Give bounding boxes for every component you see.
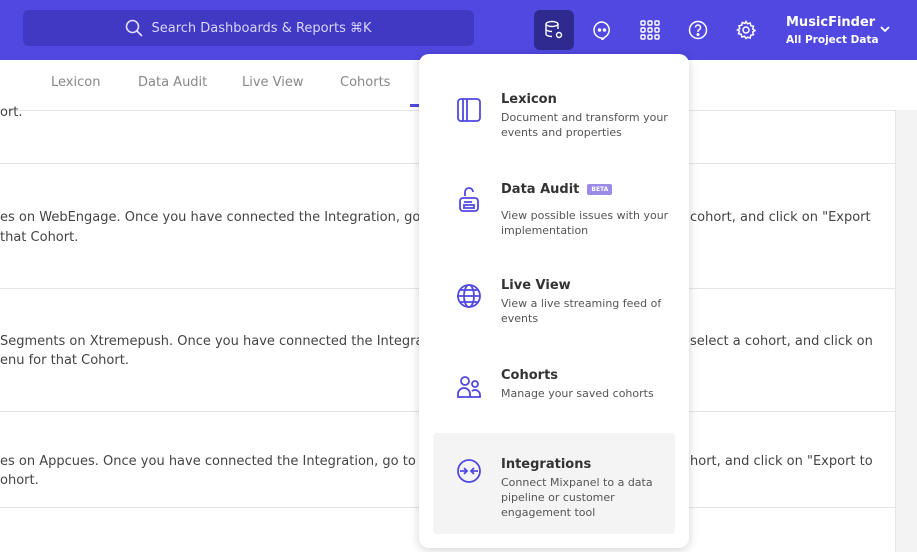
row-text: Segments on Xtremepush. Once you have co…	[0, 334, 453, 349]
menu-item-cohorts[interactable]: Cohorts Manage your saved cohorts	[433, 362, 675, 412]
audit-icon	[459, 187, 479, 212]
search-icon	[126, 19, 144, 37]
row-text: es on Appcues. Once you have connected t…	[0, 454, 457, 469]
menu-item-title-text: Data Audit	[501, 182, 580, 197]
row-text: ohort.	[0, 473, 39, 488]
project-selector[interactable]: MusicFinder All Project Data	[786, 15, 879, 46]
book-icon	[457, 98, 481, 122]
row-text: enu for that Cohort.	[0, 353, 129, 368]
integrations-icon	[457, 459, 481, 483]
active-tab-indicator	[410, 104, 422, 107]
menu-item-live-view[interactable]: Live View View a live streaming feed of …	[433, 272, 675, 332]
beta-badge: BETA	[587, 184, 613, 195]
menu-item-desc: Manage your saved cohorts	[501, 387, 654, 400]
menu-item-title: Data Audit BETA	[501, 182, 613, 197]
tab-lexicon[interactable]: Lexicon	[51, 75, 101, 90]
tab-live-view[interactable]: Live View	[242, 75, 304, 90]
chevron-down-icon[interactable]	[879, 24, 891, 34]
help-icon[interactable]	[678, 10, 718, 50]
menu-item-desc: View possible issues with your implement…	[501, 209, 669, 237]
row-text: cohort, and click on "Export	[690, 210, 871, 225]
globe-icon	[457, 284, 481, 308]
menu-item-integrations[interactable]: Integrations Connect Mixpanel to a data …	[433, 433, 675, 534]
apps-grid-icon[interactable]	[630, 10, 670, 50]
tab-data-audit[interactable]: Data Audit	[138, 75, 208, 90]
project-scope: All Project Data	[786, 34, 879, 46]
project-name: MusicFinder	[786, 15, 876, 30]
row-text: es on WebEngage. Once you have connected…	[0, 210, 463, 225]
menu-item-desc: View a live streaming feed of events	[501, 297, 662, 325]
menu-item-lexicon[interactable]: Lexicon Document and transform your even…	[433, 86, 675, 146]
row-text: ort.	[0, 105, 23, 120]
row-text: hort, and click on "Export to	[690, 454, 873, 469]
menu-item-data-audit[interactable]: Data Audit BETA View possible issues with…	[433, 176, 675, 246]
menu-item-desc: Document and transform your events and p…	[501, 111, 668, 139]
menu-item-title: Live View	[501, 278, 571, 293]
top-bar: Search Dashboards & Reports ⌘K MusicFind…	[0, 0, 917, 60]
data-management-icon[interactable]	[534, 10, 574, 50]
users-icon	[457, 376, 481, 398]
menu-item-title: Cohorts	[501, 368, 559, 383]
row-text: that Cohort.	[0, 230, 79, 245]
menu-item-desc: Connect Mixpanel to a data pipeline or c…	[501, 476, 653, 519]
menu-item-title: Integrations	[501, 457, 592, 472]
search-input[interactable]: Search Dashboards & Reports ⌘K	[23, 10, 474, 46]
row-text: select a cohort, and click on	[690, 334, 873, 349]
menu-item-title: Lexicon	[501, 92, 557, 107]
settings-icon[interactable]	[726, 10, 766, 50]
search-placeholder: Search Dashboards & Reports ⌘K	[151, 20, 372, 36]
chat-icon[interactable]	[582, 10, 622, 50]
data-management-menu: Lexicon Document and transform your even…	[419, 54, 689, 548]
scrollbar[interactable]	[895, 110, 917, 552]
tab-cohorts[interactable]: Cohorts	[340, 75, 391, 90]
